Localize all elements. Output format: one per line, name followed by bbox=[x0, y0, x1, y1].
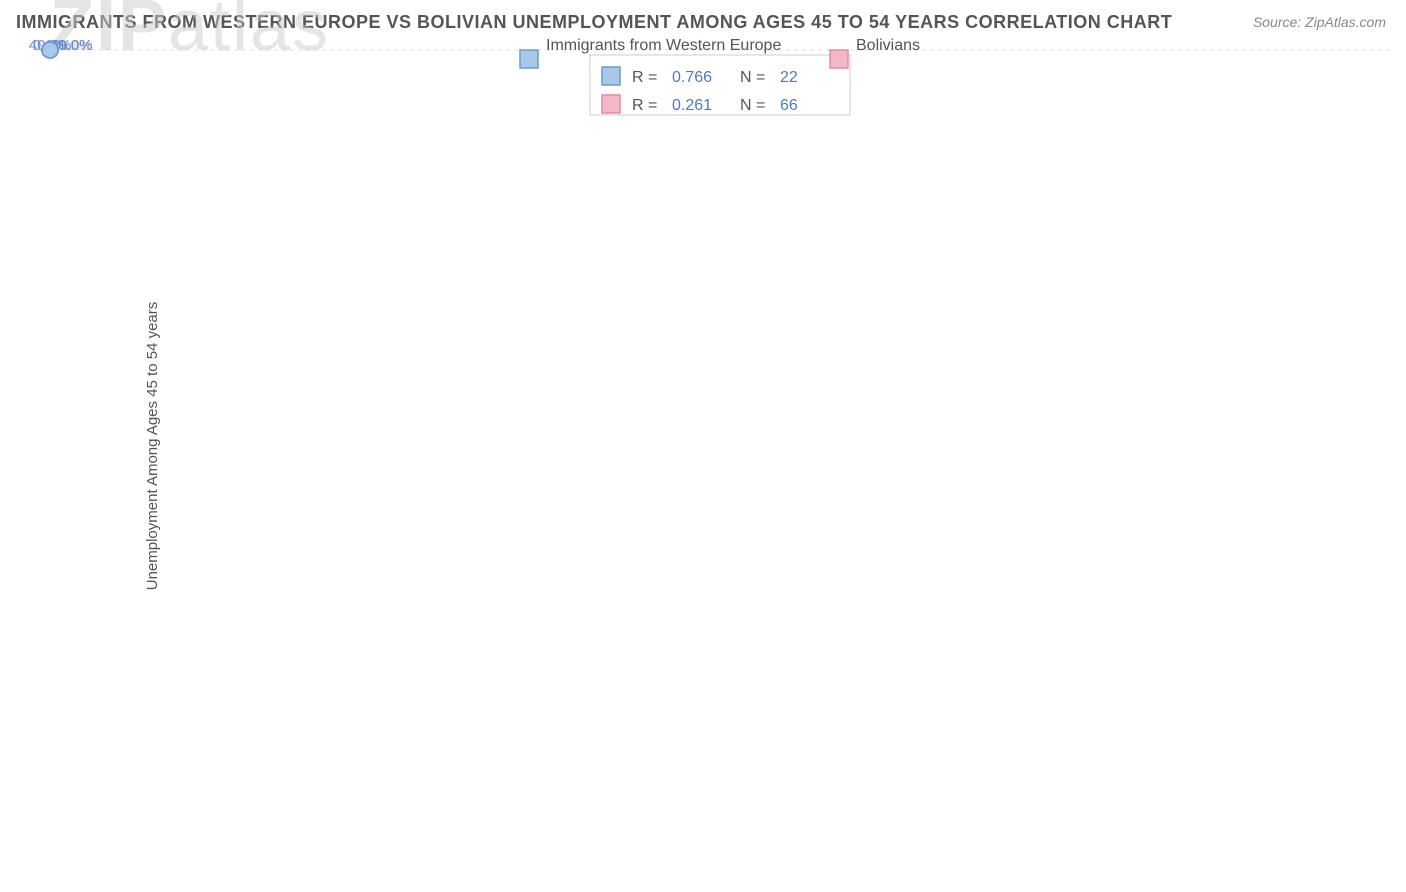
plot-area: ZIPatlas0.0%40.0%20.0%40.0%60.0%80.0%R =… bbox=[50, 50, 1390, 830]
legend-swatch bbox=[830, 50, 848, 68]
legend-series-label: Immigrants from Western Europe bbox=[546, 37, 781, 54]
legend-swatch bbox=[602, 67, 620, 85]
legend-swatch bbox=[602, 95, 620, 113]
legend-r-label: R = bbox=[632, 69, 657, 86]
source-label: Source: ZipAtlas.com bbox=[1253, 14, 1386, 30]
legend-r-value: 0.261 bbox=[672, 97, 712, 114]
legend-r-value: 0.766 bbox=[672, 69, 712, 86]
legend-r-label: R = bbox=[632, 97, 657, 114]
legend-n-label: N = bbox=[740, 69, 765, 86]
legend-series-label: Bolivians bbox=[856, 37, 920, 54]
legend-n-value: 22 bbox=[780, 69, 798, 86]
legend-n-label: N = bbox=[740, 97, 765, 114]
legend-correlation: R = 0.766 N = 22 R = 0.261 N = 66 bbox=[590, 55, 850, 115]
data-point bbox=[42, 42, 58, 58]
scatter-chart: ZIPatlas0.0%40.0%20.0%40.0%60.0%80.0%R =… bbox=[50, 50, 1390, 830]
legend-swatch bbox=[520, 50, 538, 68]
legend-n-value: 66 bbox=[780, 97, 798, 114]
watermark: ZIPatlas bbox=[50, 0, 330, 66]
